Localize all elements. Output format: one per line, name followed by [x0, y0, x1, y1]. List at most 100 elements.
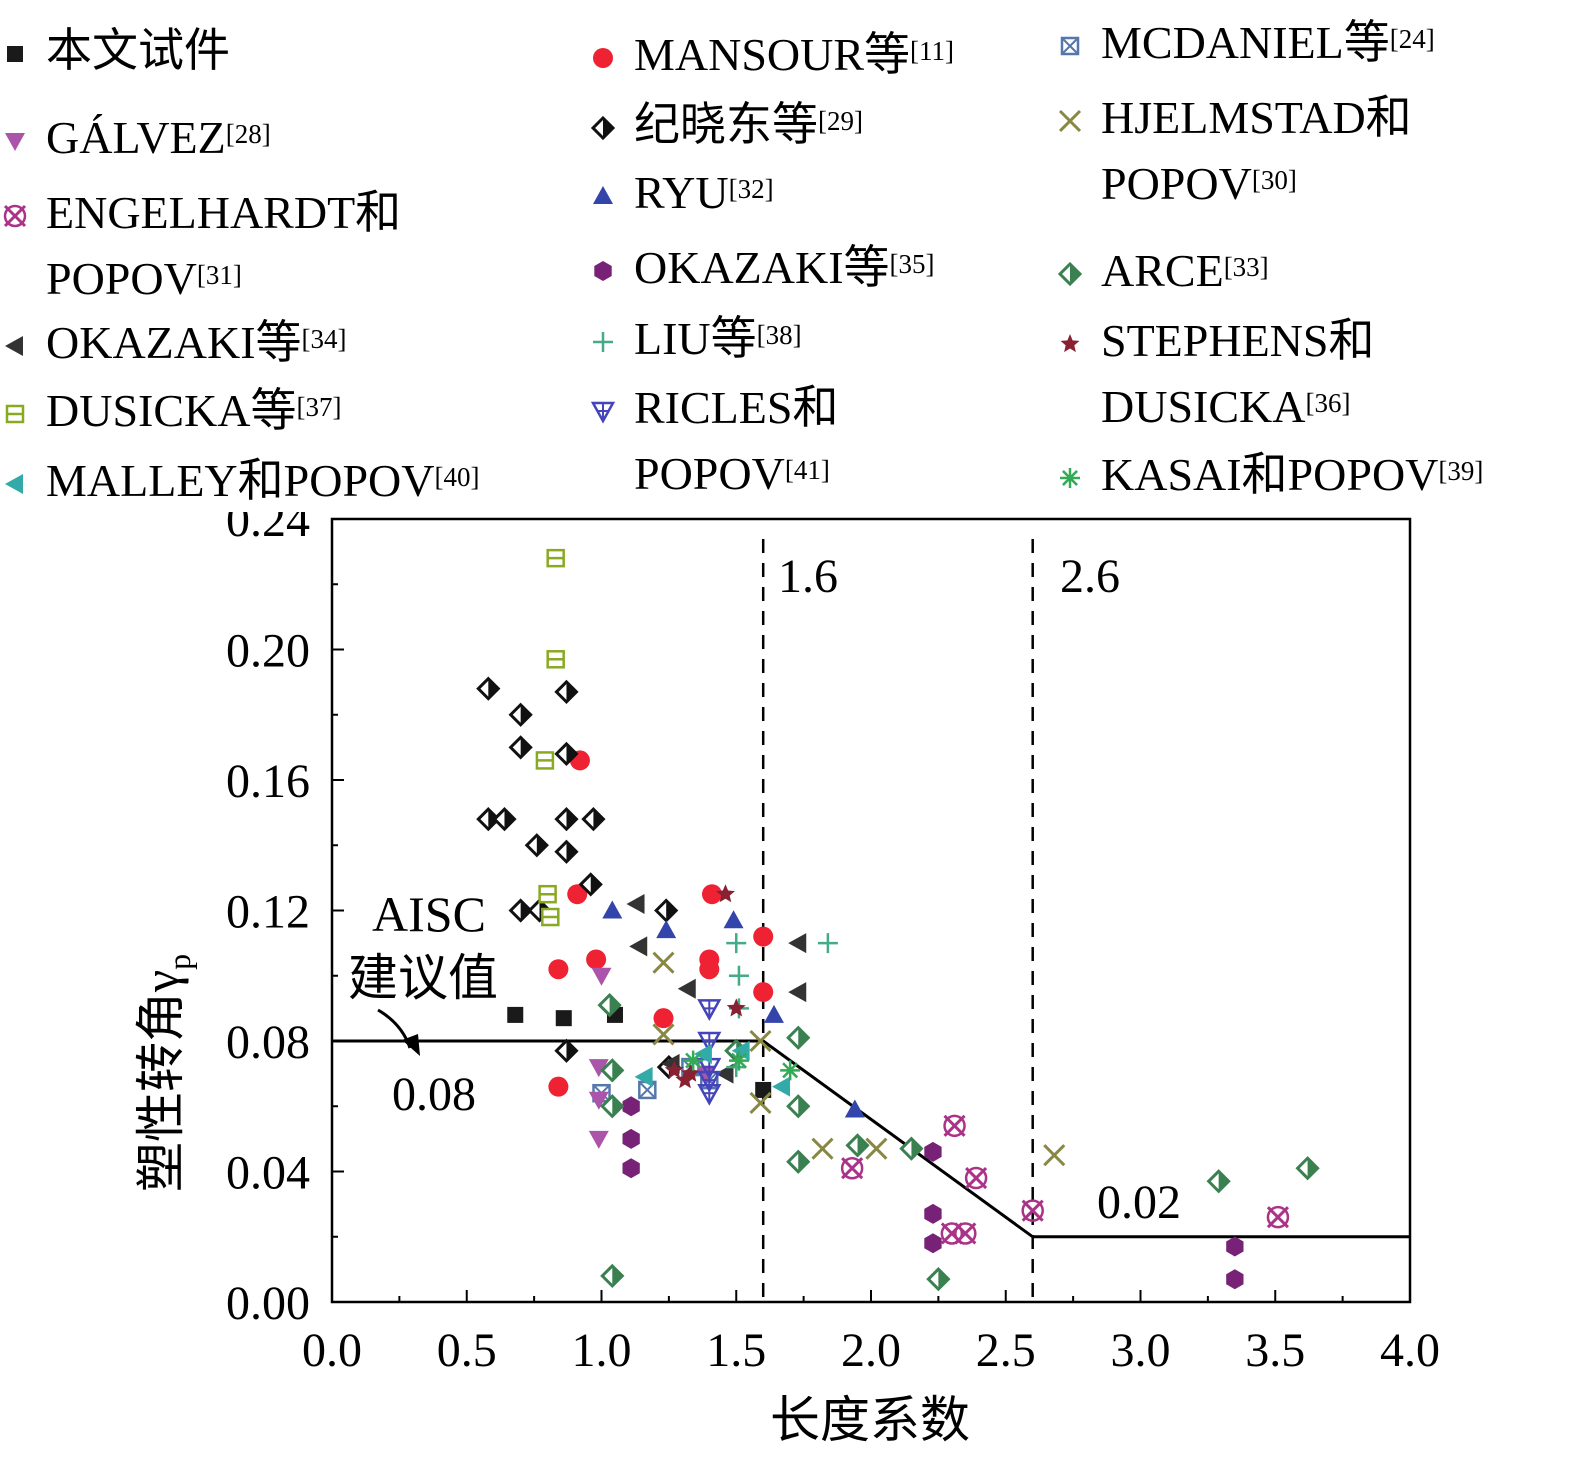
data-point	[554, 807, 579, 832]
data-point	[634, 1066, 653, 1087]
data-point	[786, 1149, 811, 1174]
scatter-chart: 0.0 0.5 1.0 1.5 2.0 2.5 3.0 3.5 4.0 0.00 0.04 0.08 0…	[133, 512, 1440, 1448]
data-point	[653, 1008, 674, 1029]
data-point	[726, 998, 746, 1017]
data-point	[546, 650, 565, 669]
data-point	[554, 741, 579, 767]
legend-label-line1: 本文试件	[46, 25, 230, 76]
legend-marker	[590, 401, 616, 424]
data-point	[788, 933, 807, 954]
legend-marker	[1060, 468, 1080, 488]
data-point	[548, 959, 569, 980]
legend-item: LIU等[38]	[588, 316, 802, 364]
data-point	[492, 807, 517, 832]
data-point	[726, 933, 747, 954]
data-point	[699, 959, 720, 980]
data-point	[749, 1091, 772, 1115]
data-point	[508, 898, 533, 923]
data-point	[716, 884, 735, 903]
legend-label-line1: RICLES和	[634, 382, 839, 433]
legend-marker	[1060, 36, 1080, 56]
data-point	[788, 982, 807, 1003]
annotation-arrowhead	[402, 1034, 420, 1056]
data-point	[786, 1094, 811, 1119]
data-point	[652, 951, 675, 974]
legend-marker	[1058, 109, 1082, 133]
legend-item: HJELMSTAD和 POPOV[30]	[1055, 95, 1412, 207]
legend-label: MCDANIEL等[24]	[1101, 20, 1435, 66]
legend-item: OKAZAKI等[34]	[0, 320, 347, 368]
data-point	[1226, 1236, 1244, 1257]
legend-marker	[3, 204, 27, 228]
legend-reference: [39]	[1438, 456, 1484, 486]
data-point	[602, 900, 623, 919]
legend-label-line1: DUSICKA等	[46, 385, 297, 436]
annotation-2-6: 2.6	[1060, 550, 1120, 603]
annotation-value-0-02: 0.02	[1097, 1176, 1181, 1229]
legend-reference: [32]	[728, 174, 774, 204]
data-point	[567, 884, 588, 905]
y-axis-label-subscript: p	[161, 954, 197, 970]
legend-marker	[593, 186, 613, 204]
legend-label: DUSICKA等[37]	[46, 388, 341, 434]
legend-label-line2: POPOV[41]	[634, 448, 830, 499]
legend-label: STEPHENS和 DUSICKA[36]	[1101, 318, 1374, 430]
data-point	[656, 920, 677, 939]
annotation-1-6: 1.6	[778, 550, 838, 603]
x-tick-label: 2.0	[841, 1324, 901, 1377]
legend-item: MCDANIEL等[24]	[1055, 20, 1435, 68]
y-tick-label: 0.04	[226, 1147, 310, 1200]
data-point	[1021, 1199, 1044, 1222]
data-point	[723, 910, 744, 929]
data-point	[755, 1081, 772, 1098]
legend-reference: [28]	[225, 119, 271, 149]
legend-reference: [24]	[1389, 24, 1435, 54]
data-point	[899, 1136, 924, 1161]
legend-marker	[594, 261, 612, 281]
legend-item: 纪晓东等[29]	[588, 102, 863, 150]
data-point	[507, 1006, 524, 1023]
x-tick-label: 2.5	[976, 1324, 1036, 1377]
x-tick-label: 1.0	[572, 1324, 632, 1377]
legend-reference: [11]	[910, 36, 955, 66]
data-point	[588, 1091, 609, 1110]
data-point	[588, 1059, 609, 1078]
data-point	[844, 1099, 865, 1118]
data-point	[753, 926, 774, 947]
data-point	[508, 702, 533, 727]
data-point	[817, 933, 838, 954]
legend-label-line1: OKAZAKI等	[634, 242, 890, 293]
data-point	[701, 884, 722, 905]
data-point	[840, 1156, 864, 1180]
legend-item: RICLES和 POPOV[41]	[588, 385, 838, 497]
data-point	[622, 1158, 640, 1179]
y-tick-label: 0.20	[226, 625, 310, 678]
x-tick-label: 3.5	[1245, 1324, 1305, 1377]
data-point	[749, 1029, 772, 1053]
legend-label: OKAZAKI等[34]	[46, 320, 347, 366]
legend-label-line1: GÁLVEZ	[46, 112, 226, 163]
legend-label: KASAI和POPOV[39]	[1101, 452, 1483, 498]
legend-marker	[590, 115, 616, 141]
data-point	[554, 679, 579, 705]
data-point	[943, 1114, 966, 1138]
legend-item: ARCE[33]	[1055, 248, 1269, 296]
data-point	[535, 751, 555, 770]
data-point	[924, 1203, 942, 1224]
data-point	[554, 1038, 579, 1063]
legend-marker	[593, 332, 613, 352]
legend-label-line2: POPOV[31]	[46, 253, 242, 304]
data-point	[622, 1128, 640, 1149]
legend-item: MANSOUR等[11]	[588, 32, 954, 80]
legend-label: GÁLVEZ[28]	[46, 115, 271, 161]
data-point	[581, 807, 606, 832]
legend-item: KASAI和POPOV[39]	[1055, 452, 1483, 500]
legend-reference: [40]	[434, 462, 480, 492]
data-point	[811, 1137, 834, 1160]
legend-label: ARCE[33]	[1101, 248, 1269, 294]
data-point	[964, 1166, 988, 1190]
data-point	[728, 1050, 749, 1071]
legend-item: RYU[32]	[588, 170, 774, 218]
legend-reference: [38]	[756, 320, 802, 350]
data-point	[555, 1010, 572, 1027]
